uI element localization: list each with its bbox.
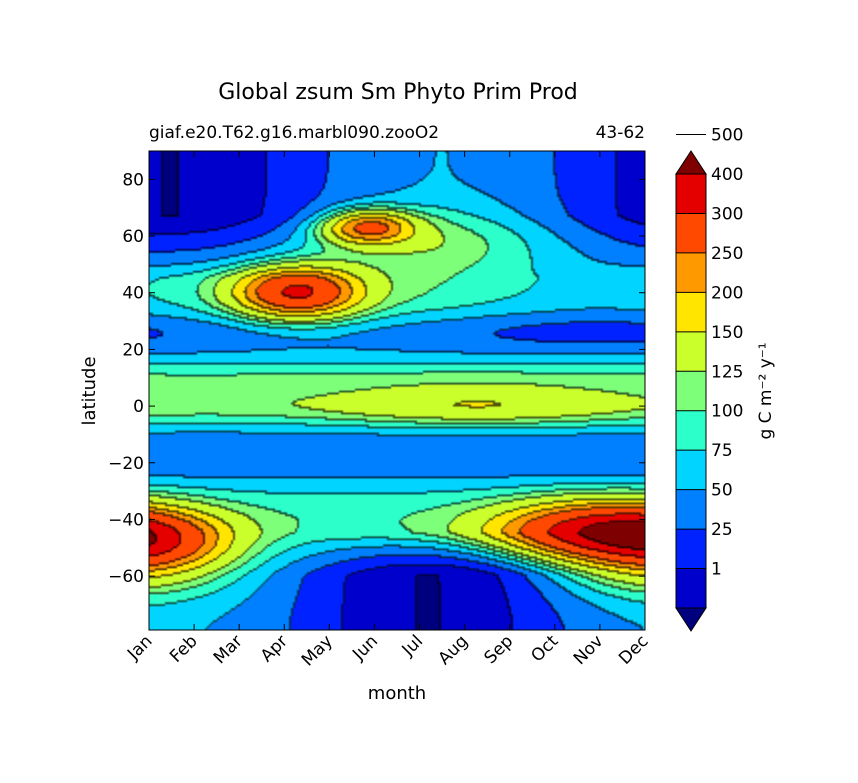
y-tick-label: 40 — [122, 284, 144, 304]
colorbar-tick-label: 75 — [711, 441, 733, 461]
colorbar-label: g C m⁻² y⁻¹ — [756, 342, 776, 439]
x-axis-label: month — [368, 683, 426, 704]
colorbar-band — [676, 213, 706, 253]
colorbar-tick-label: 500 — [711, 126, 743, 146]
colorbar-tick-label: 100 — [711, 402, 743, 422]
x-tick-label: Dec — [615, 631, 652, 668]
colorbar-tick-label: 125 — [711, 362, 743, 382]
colorbar-band — [676, 371, 706, 411]
y-tick-label: 20 — [122, 340, 144, 360]
chart-title: Global zsum Sm Phyto Prim Prod — [218, 80, 578, 105]
colorbar-extend-min — [675, 607, 707, 632]
y-tick-label: −20 — [108, 454, 144, 474]
colorbar-tick-label: 250 — [711, 244, 743, 264]
colorbar-tick-label: 1 — [711, 560, 722, 580]
x-tick-label: Apr — [257, 631, 292, 666]
colorbar-tick-label: 300 — [711, 204, 743, 224]
colorbar-band — [676, 450, 706, 490]
y-tick-label: −40 — [108, 510, 144, 530]
colorbar-band — [676, 174, 706, 214]
plot-area — [149, 151, 645, 630]
colorbar-band — [676, 252, 706, 293]
colorbar-band — [676, 331, 706, 372]
x-tick-label: Jun — [348, 631, 382, 665]
x-tick-label: Jan — [123, 631, 156, 664]
x-tick-label: Aug — [435, 631, 473, 669]
colorbar-tick-label: 150 — [711, 323, 743, 343]
chart-subtitle-right: 43-62 — [596, 123, 645, 143]
colorbar-band — [676, 489, 706, 530]
colorbar-band — [676, 410, 706, 451]
x-tick-label: Oct — [527, 631, 562, 666]
x-tick-label: Sep — [480, 631, 517, 668]
colorbar-extend-max — [675, 150, 707, 175]
x-tick-label: Nov — [570, 631, 608, 669]
colorbar-tick-label: 25 — [711, 520, 733, 540]
chart-subtitle-left: giaf.e20.T62.g16.marbl090.zooO2 — [149, 123, 439, 143]
colorbar-tick-label: 400 — [711, 165, 743, 185]
y-tick-label: 80 — [122, 170, 144, 190]
y-tick-label: −60 — [108, 567, 144, 587]
y-tick-label: 0 — [133, 397, 144, 417]
x-tick-label: Feb — [166, 631, 201, 666]
contour-field — [149, 151, 645, 630]
y-axis-label: latitude — [79, 356, 100, 425]
x-tick-label: Mar — [210, 631, 247, 668]
colorbar-tick-label: 200 — [711, 283, 743, 303]
y-tick-label: 60 — [122, 227, 144, 247]
colorbar-band — [676, 292, 706, 332]
y-axis: 80 60 40 20 0 −20 −40 −60 — [108, 170, 645, 587]
x-tick-label: Jul — [398, 631, 427, 660]
x-tick-label: May — [298, 631, 337, 670]
plot-frame — [148, 150, 646, 631]
colorbar-tick-label: 50 — [711, 481, 733, 501]
colorbar-band — [676, 568, 706, 608]
colorbar-band — [676, 529, 706, 569]
